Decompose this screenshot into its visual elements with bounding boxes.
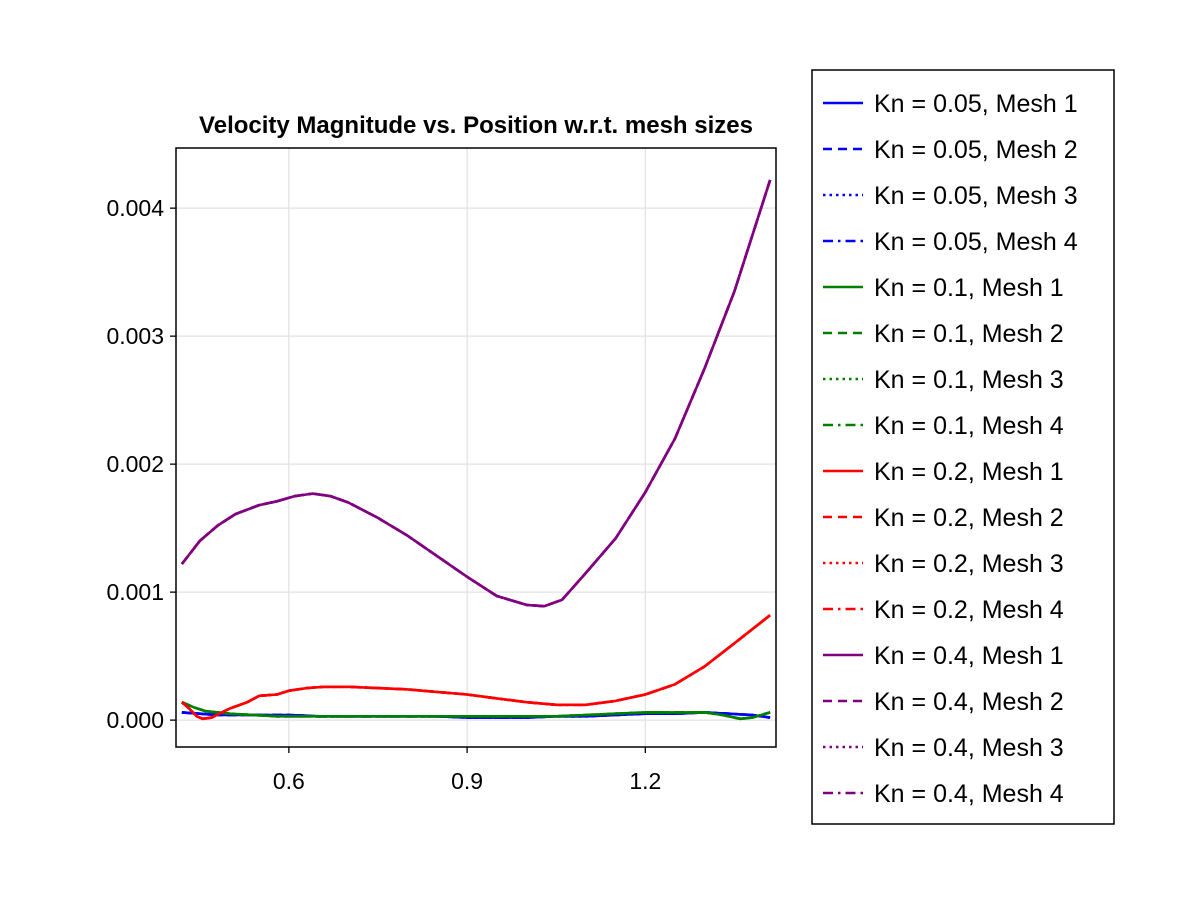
legend-label-0: Kn = 0.05, Mesh 1	[874, 90, 1078, 118]
series-line-15	[180, 179, 772, 608]
x-tick-label-0: 0.6	[273, 768, 305, 794]
series-line-11	[181, 614, 771, 721]
series-line-13	[180, 179, 772, 608]
y-tick-label-1: 0.001	[106, 579, 164, 605]
legend-label-6: Kn = 0.1, Mesh 3	[874, 366, 1064, 394]
y-tick-label-4: 0.004	[106, 195, 164, 221]
chart-title: Velocity Magnitude vs. Position w.r.t. m…	[199, 112, 753, 139]
legend-label-11: Kn = 0.2, Mesh 4	[874, 596, 1064, 624]
legend-label-9: Kn = 0.2, Mesh 2	[874, 504, 1064, 532]
legend: Kn = 0.05, Mesh 1 Kn = 0.05, Mesh 2 Kn = 0…	[811, 69, 1115, 825]
y-tick-label-0: 0.000	[106, 707, 164, 733]
legend-label-1: Kn = 0.05, Mesh 2	[874, 136, 1078, 164]
series-line-8	[181, 614, 771, 721]
series-line-9	[181, 614, 771, 721]
y-tick-label-3: 0.003	[106, 323, 164, 349]
series-line-7	[181, 701, 771, 721]
grid-lines	[176, 148, 776, 747]
x-tick-label-1: 0.9	[451, 768, 483, 794]
legend-label-14: Kn = 0.4, Mesh 3	[874, 734, 1064, 762]
legend-label-2: Kn = 0.05, Mesh 3	[874, 182, 1078, 210]
legend-label-4: Kn = 0.1, Mesh 1	[874, 274, 1064, 302]
series-line-10	[181, 614, 771, 721]
legend-label-8: Kn = 0.2, Mesh 1	[874, 458, 1064, 486]
legend-label-5: Kn = 0.1, Mesh 2	[874, 320, 1064, 348]
legend-label-13: Kn = 0.4, Mesh 2	[874, 688, 1064, 716]
legend-label-3: Kn = 0.05, Mesh 4	[874, 228, 1078, 256]
y-tick-label-2: 0.002	[106, 451, 164, 477]
axis-ticks: 0.6 0.9 1.2 0.000 0.001 0.002 0.003 0.004	[106, 195, 661, 794]
legend-label-15: Kn = 0.4, Mesh 4	[874, 780, 1064, 808]
x-tick-label-2: 1.2	[629, 768, 661, 794]
series-lines	[180, 179, 772, 721]
legend-label-7: Kn = 0.1, Mesh 4	[874, 412, 1064, 440]
series-line-14	[180, 179, 772, 608]
legend-label-12: Kn = 0.4, Mesh 1	[874, 642, 1064, 670]
series-line-12	[180, 179, 772, 608]
plot-frame	[175, 147, 777, 748]
legend-label-10: Kn = 0.2, Mesh 3	[874, 550, 1064, 578]
